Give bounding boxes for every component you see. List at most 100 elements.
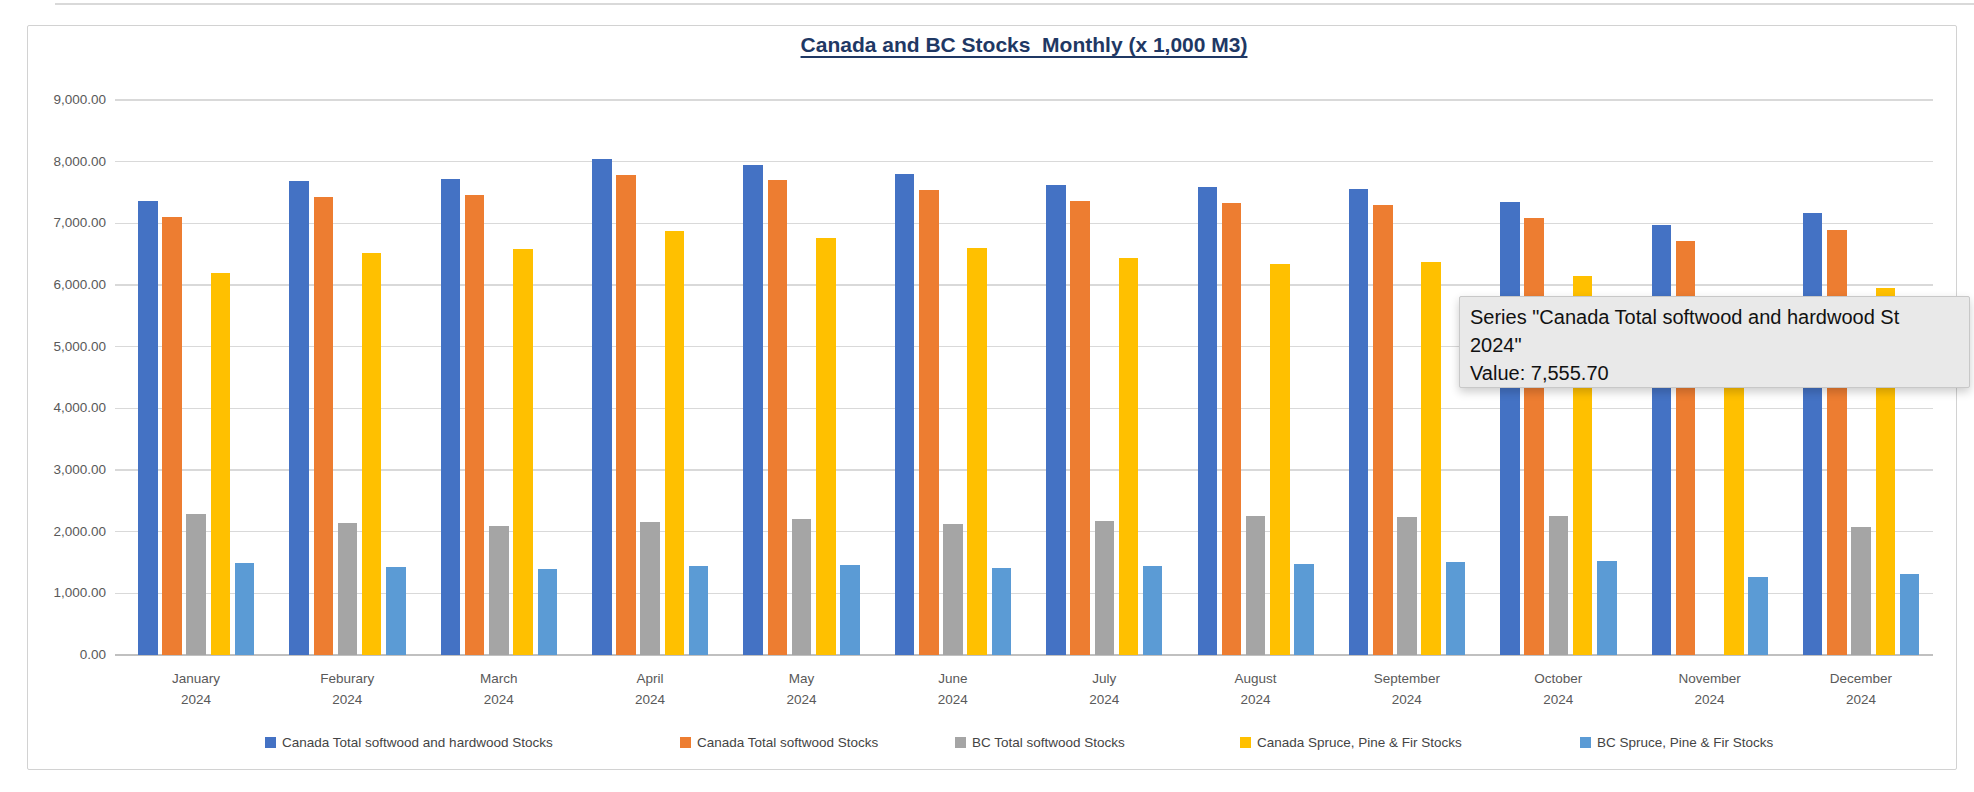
legend-item[interactable]: BC Spruce, Pine & Fir Stocks <box>1580 735 1773 751</box>
bar[interactable] <box>538 569 558 655</box>
bar[interactable] <box>592 159 612 655</box>
x-axis-category-label: September2024 <box>1342 668 1472 710</box>
bar[interactable] <box>1198 187 1218 655</box>
bar[interactable] <box>1748 577 1768 655</box>
bar[interactable] <box>1597 561 1617 655</box>
bar[interactable] <box>1851 527 1871 655</box>
bar[interactable] <box>743 165 763 655</box>
bar[interactable] <box>1652 225 1672 655</box>
x-label-month: June <box>888 668 1018 689</box>
bar[interactable] <box>1500 202 1520 655</box>
x-axis-category-label: June2024 <box>888 668 1018 710</box>
bar[interactable] <box>1246 516 1266 655</box>
bar[interactable] <box>1446 562 1466 655</box>
bar[interactable] <box>489 526 509 655</box>
legend-swatch-icon <box>1580 737 1591 748</box>
bar[interactable] <box>967 248 987 655</box>
bar[interactable] <box>1900 574 1920 655</box>
y-axis-tick-label: 3,000.00 <box>28 462 106 477</box>
y-gridline <box>115 161 1933 163</box>
y-axis-tick-label: 8,000.00 <box>28 154 106 169</box>
bar[interactable] <box>1095 521 1115 655</box>
x-label-year: 2024 <box>888 689 1018 710</box>
x-label-month: July <box>1039 668 1169 689</box>
spreadsheet-background: Canada and BC Stocks Monthly (x 1,000 M3… <box>0 0 1974 792</box>
bar[interactable] <box>640 522 660 655</box>
plot-area: 0.00 1,000.00 2,000.00 3,000.00 4,000.00 5,00… <box>0 0 1974 792</box>
bar[interactable] <box>1397 517 1417 655</box>
bar[interactable] <box>386 567 406 655</box>
bar[interactable] <box>186 514 206 655</box>
bar[interactable] <box>1549 516 1569 655</box>
legend-swatch-icon <box>955 737 966 748</box>
y-axis-tick-label: 1,000.00 <box>28 585 106 600</box>
bar[interactable] <box>162 217 182 655</box>
bar[interactable] <box>919 190 939 655</box>
bar[interactable] <box>441 179 461 655</box>
bar[interactable] <box>1222 203 1242 655</box>
bar[interactable] <box>513 249 533 655</box>
bar[interactable] <box>689 566 709 655</box>
x-axis-category-label: April2024 <box>585 668 715 710</box>
bar[interactable] <box>840 565 860 655</box>
bar[interactable] <box>362 253 382 655</box>
bar[interactable] <box>1349 189 1369 655</box>
bar[interactable] <box>665 231 685 655</box>
bar[interactable] <box>338 523 358 655</box>
x-label-month: September <box>1342 668 1472 689</box>
bar[interactable] <box>289 181 309 655</box>
bar[interactable] <box>138 201 158 655</box>
bar[interactable] <box>1373 205 1393 655</box>
legend-label: Canada Total softwood Stocks <box>697 735 878 750</box>
x-axis-category-label: March2024 <box>434 668 564 710</box>
legend-label: BC Spruce, Pine & Fir Stocks <box>1597 735 1773 750</box>
y-axis-tick-label: 5,000.00 <box>28 339 106 354</box>
y-axis-tick-label: 0.00 <box>28 647 106 662</box>
bar[interactable] <box>768 180 788 655</box>
x-axis-category-label: November2024 <box>1645 668 1775 710</box>
bar[interactable] <box>1046 185 1066 655</box>
legend-label: Canada Total softwood and hardwood Stock… <box>282 735 553 750</box>
legend-item[interactable]: Canada Total softwood and hardwood Stock… <box>265 735 553 751</box>
bar[interactable] <box>792 519 812 655</box>
bar[interactable] <box>1803 213 1823 655</box>
bar[interactable] <box>1524 218 1544 655</box>
x-label-month: January <box>131 668 261 689</box>
bar[interactable] <box>465 195 485 655</box>
y-axis-tick-label: 9,000.00 <box>28 92 106 107</box>
bar[interactable] <box>616 175 636 655</box>
bar[interactable] <box>943 524 963 655</box>
legend-swatch-icon <box>1240 737 1251 748</box>
x-label-month: May <box>736 668 866 689</box>
legend-item[interactable]: Canada Spruce, Pine & Fir Stocks <box>1240 735 1462 751</box>
y-gridline <box>115 99 1933 101</box>
y-axis-tick-label: 2,000.00 <box>28 524 106 539</box>
legend-item[interactable]: Canada Total softwood Stocks <box>680 735 878 751</box>
bar[interactable] <box>895 174 915 655</box>
x-label-month: December <box>1796 668 1926 689</box>
bar[interactable] <box>235 563 255 656</box>
legend-swatch-icon <box>265 737 276 748</box>
x-axis-category-label: October2024 <box>1493 668 1623 710</box>
bar[interactable] <box>1070 201 1090 655</box>
bar[interactable] <box>1270 264 1290 655</box>
bar[interactable] <box>211 273 231 655</box>
x-label-year: 2024 <box>1342 689 1472 710</box>
bar[interactable] <box>1421 262 1441 655</box>
bar[interactable] <box>992 568 1012 655</box>
bar[interactable] <box>1827 230 1847 655</box>
x-label-year: 2024 <box>434 689 564 710</box>
x-axis-category-label: Feburary2024 <box>282 668 412 710</box>
legend-item[interactable]: BC Total softwood Stocks <box>955 735 1125 751</box>
x-label-year: 2024 <box>131 689 261 710</box>
bar[interactable] <box>1294 564 1314 655</box>
bar[interactable] <box>1119 258 1139 655</box>
x-axis-category-label: July2024 <box>1039 668 1169 710</box>
y-axis-tick-label: 4,000.00 <box>28 400 106 415</box>
x-label-year: 2024 <box>282 689 412 710</box>
bar[interactable] <box>816 238 836 655</box>
y-axis-tick-label: 6,000.00 <box>28 277 106 292</box>
bar[interactable] <box>1143 566 1163 655</box>
tooltip-series-line: Series "Canada Total softwood and hardwo… <box>1470 303 1969 331</box>
bar[interactable] <box>314 197 334 655</box>
